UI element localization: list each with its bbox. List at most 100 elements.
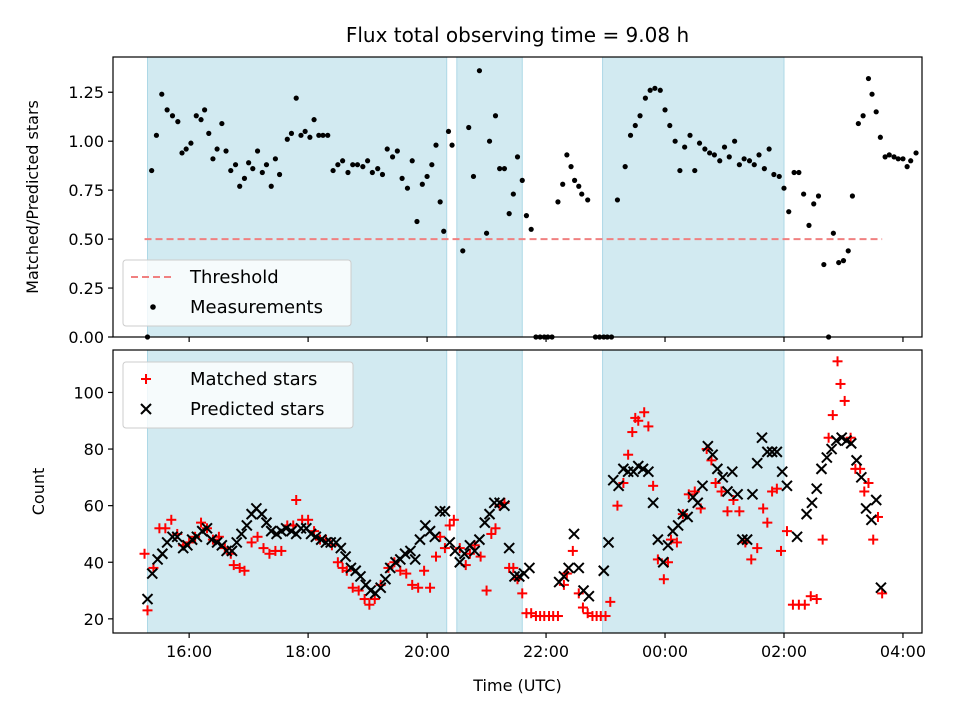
measurement-point xyxy=(345,169,351,176)
measurement-point xyxy=(751,162,757,168)
matched-star-point xyxy=(762,517,773,528)
measurement-point xyxy=(657,87,663,93)
measurement-point xyxy=(175,119,181,125)
predicted-star-point xyxy=(776,465,788,478)
predicted-star-point xyxy=(449,545,461,557)
matched-star-point xyxy=(401,568,412,579)
matched-star-point xyxy=(264,548,275,559)
measurement-point xyxy=(460,248,466,254)
matched-star-point xyxy=(490,523,501,534)
measurement-point xyxy=(555,199,561,205)
measurement-point xyxy=(284,136,290,142)
chart-title: Flux total observing time = 9.08 h xyxy=(346,23,689,47)
measurement-point xyxy=(721,144,728,150)
measurement-point xyxy=(741,156,747,162)
measurement-point xyxy=(316,132,322,138)
measurement-point xyxy=(786,209,792,215)
measurement-point xyxy=(746,158,753,164)
measurement-point xyxy=(677,167,683,174)
matched-star-point xyxy=(139,548,150,559)
top-y-axis-ticks: 0.00 0.25 0.50 0.75 1.00 1.25 xyxy=(68,83,113,347)
bottom-y-axis-ticks: 20 40 60 80 100 xyxy=(73,383,113,629)
matched-star-point xyxy=(752,543,763,554)
measurement-point xyxy=(149,167,155,174)
x-tick-label: 16:00 xyxy=(166,642,212,661)
measurement-point xyxy=(159,91,165,97)
matched-star-point xyxy=(475,551,486,562)
matched-star-point xyxy=(639,407,650,418)
measurement-point xyxy=(330,167,336,174)
measurement-point xyxy=(865,75,872,82)
matched-star-point xyxy=(439,543,450,554)
measurement-point xyxy=(288,130,295,136)
matched-star-point xyxy=(827,410,838,421)
measurement-point xyxy=(687,132,693,138)
measurement-point xyxy=(904,164,910,170)
measurement-point xyxy=(776,173,782,180)
measurement-point xyxy=(311,117,317,123)
measurement-point xyxy=(840,258,847,264)
matched-star-point xyxy=(771,483,782,494)
measurement-point xyxy=(761,166,767,172)
measurement-point xyxy=(293,95,299,101)
matched-star-point xyxy=(710,478,721,489)
matched-star-point xyxy=(353,585,364,596)
measurement-points xyxy=(144,68,919,340)
matched-star-point xyxy=(425,582,436,593)
measurement-point xyxy=(268,183,274,189)
predicted-star-point xyxy=(845,437,857,450)
measurement-point xyxy=(335,162,341,168)
predicted-star-point xyxy=(811,482,823,495)
predicted-star-point xyxy=(256,508,268,520)
measurement-point xyxy=(568,164,574,170)
predicted-star-point xyxy=(260,516,273,529)
predicted-star-point xyxy=(166,531,179,543)
measurement-point xyxy=(384,146,390,152)
matched-star-point xyxy=(552,611,563,622)
threshold-legend-label: Threshold xyxy=(189,267,279,288)
predicted-star-point xyxy=(721,485,734,498)
matched-star-point xyxy=(332,557,343,568)
measurement-point xyxy=(756,152,762,158)
measurement-point xyxy=(164,107,170,113)
matched-star-point xyxy=(662,557,673,568)
measurement-point xyxy=(519,177,525,183)
matched-star-point xyxy=(600,611,611,622)
predicted-star-point xyxy=(612,480,625,492)
matched-star-point xyxy=(347,582,358,593)
matched-star-point xyxy=(728,494,739,505)
top-y-axis-label: Matched/Predicted stars xyxy=(23,100,42,294)
top-panel-frame xyxy=(112,56,923,338)
measurement-point xyxy=(501,166,508,172)
measurement-point xyxy=(219,120,225,127)
measurement-point xyxy=(409,158,415,164)
measurement-point xyxy=(263,162,270,168)
measurement-point xyxy=(682,144,688,150)
matched-star-point xyxy=(359,594,370,605)
matched-star-point xyxy=(805,591,816,602)
predicted-star-point xyxy=(806,497,818,509)
top-legend-box xyxy=(122,259,352,327)
measurement-point xyxy=(369,169,375,176)
predicted-legend-marker xyxy=(140,403,152,415)
measurement-point xyxy=(276,171,283,178)
matched-star-point xyxy=(835,378,846,389)
matched-star-point xyxy=(196,517,207,528)
matched-star-point xyxy=(868,534,879,545)
matched-star-point xyxy=(508,562,519,573)
measurement-point xyxy=(320,132,326,138)
measurement-point xyxy=(815,193,822,199)
predicted-star-point xyxy=(498,499,511,512)
measurement-point xyxy=(900,156,906,162)
matched-legend-marker xyxy=(141,374,151,384)
matched-star-point xyxy=(722,506,733,517)
matched-star-point xyxy=(633,415,644,426)
measurement-point xyxy=(441,228,447,234)
measurement-point xyxy=(667,122,673,129)
measurement-point xyxy=(241,175,248,181)
measurement-point xyxy=(855,120,861,127)
matched-star-point xyxy=(567,545,578,556)
x-axis-label: Time (UTC) xyxy=(472,676,561,695)
measurement-point xyxy=(860,113,866,119)
